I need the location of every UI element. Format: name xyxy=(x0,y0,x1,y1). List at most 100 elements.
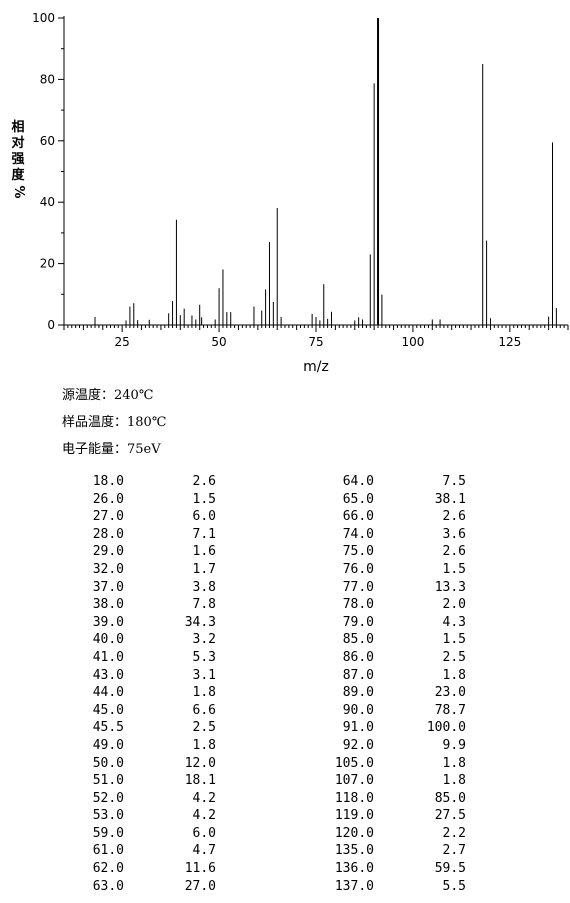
mz-value: 50.0 xyxy=(92,755,124,771)
relative-abundance: 1.8 xyxy=(442,755,466,771)
relative-abundance: 23.0 xyxy=(434,685,466,701)
relative-abundance: 2.5 xyxy=(442,649,466,665)
mz-value: 28.0 xyxy=(92,526,124,542)
y-tick-label: 20 xyxy=(40,257,55,271)
table-row: 86.0 2.5 xyxy=(320,649,466,667)
relative-abundance: 7.5 xyxy=(442,474,466,489)
relative-abundance: 4.2 xyxy=(192,808,216,824)
table-row: 39.0 34.3 xyxy=(70,614,216,632)
table-row: 87.0 1.8 xyxy=(320,667,466,685)
table-row: 52.0 4.2 xyxy=(70,790,216,808)
table-row: 18.0 2.6 xyxy=(70,473,216,491)
table-row: 136.0 59.5 xyxy=(320,860,466,878)
source-temperature: 源温度：240℃ xyxy=(62,388,154,403)
table-row: 89.0 23.0 xyxy=(320,684,466,702)
mz-value: 136.0 xyxy=(334,861,374,877)
mass-spectrum-chart: 0 20 40 60 80 100 25 50 75 100 125 m/z xyxy=(32,11,569,375)
y-axis-label: 相对强度% xyxy=(8,120,28,200)
table-row: 37.0 3.8 xyxy=(70,579,216,597)
mz-value: 18.0 xyxy=(92,474,124,489)
relative-abundance: 3.6 xyxy=(442,526,466,542)
table-row: 45.0 6.6 xyxy=(70,702,216,720)
mz-value: 53.0 xyxy=(92,808,124,824)
table-row: 137.0 5.5 xyxy=(320,878,466,896)
y-axis-label-char: 强 xyxy=(11,152,25,167)
mz-value: 92.0 xyxy=(342,737,374,753)
relative-abundance: 2.6 xyxy=(442,544,466,560)
mz-value: 137.0 xyxy=(334,878,374,894)
relative-abundance: 4.7 xyxy=(192,843,216,859)
table-row: 135.0 2.7 xyxy=(320,842,466,860)
table-row: 53.0 4.2 xyxy=(70,807,216,825)
table-row: 78.0 2.0 xyxy=(320,596,466,614)
table-row: 105.0 1.8 xyxy=(320,755,466,773)
table-row: 51.0 18.1 xyxy=(70,772,216,790)
mz-value: 91.0 xyxy=(342,720,374,736)
mz-value: 64.0 xyxy=(342,474,374,489)
mz-value: 120.0 xyxy=(334,825,374,841)
relative-abundance: 100.0 xyxy=(426,720,466,736)
relative-abundance: 2.2 xyxy=(442,825,466,841)
relative-abundance: 1.8 xyxy=(442,773,466,789)
table-row: 32.0 1.7 xyxy=(70,561,216,579)
mz-value: 75.0 xyxy=(342,544,374,560)
mz-value: 41.0 xyxy=(92,649,124,665)
relative-abundance: 1.8 xyxy=(192,685,216,701)
mz-value: 49.0 xyxy=(92,737,124,753)
relative-abundance: 9.9 xyxy=(442,737,466,753)
mz-value: 135.0 xyxy=(334,843,374,859)
mz-value: 45.5 xyxy=(92,720,124,736)
mz-value: 105.0 xyxy=(334,755,374,771)
relative-abundance: 2.7 xyxy=(442,843,466,859)
mz-value: 77.0 xyxy=(342,579,374,595)
mz-value: 107.0 xyxy=(334,773,374,789)
relative-abundance: 4.3 xyxy=(442,614,466,630)
x-tick-label: 50 xyxy=(211,335,226,349)
mz-value: 74.0 xyxy=(342,526,374,542)
relative-abundance: 1.5 xyxy=(442,561,466,577)
table-row: 29.0 1.6 xyxy=(70,543,216,561)
relative-abundance: 5.5 xyxy=(442,878,466,894)
relative-abundance: 59.5 xyxy=(434,861,466,877)
relative-abundance: 11.6 xyxy=(184,861,216,877)
table-row: 91.0 100.0 xyxy=(320,719,466,737)
table-row: 119.0 27.5 xyxy=(320,807,466,825)
mz-value: 40.0 xyxy=(92,632,124,648)
table-row: 43.0 3.1 xyxy=(70,667,216,685)
relative-abundance: 78.7 xyxy=(434,702,466,718)
y-axis-label-char: 对 xyxy=(11,136,25,151)
electron-energy: 电子能量：75eV xyxy=(62,442,161,457)
x-axis-label: m/z xyxy=(303,359,329,375)
mz-value: 66.0 xyxy=(342,509,374,525)
peak-table-right: 64.0 7.5 65.0 38.1 66.0 2.6 74.0 3.6 75.0 2.6 76.0… xyxy=(320,473,466,895)
mz-value: 43.0 xyxy=(92,667,124,683)
mz-value: 59.0 xyxy=(92,825,124,841)
mz-value: 44.0 xyxy=(92,685,124,701)
table-row: 27.0 6.0 xyxy=(70,508,216,526)
relative-abundance: 18.1 xyxy=(184,773,216,789)
relative-abundance: 7.8 xyxy=(192,597,216,613)
peak-table-left: 18.0 2.6 26.0 1.5 27.0 6.0 28.0 7.1 29.0 1.6 32.0 1… xyxy=(70,473,216,895)
relative-abundance: 3.8 xyxy=(192,579,216,595)
y-tick-label: 100 xyxy=(32,11,55,25)
y-axis-label-char: 度 xyxy=(11,168,25,183)
y-tick-label: 0 xyxy=(47,318,55,332)
table-row: 59.0 6.0 xyxy=(70,825,216,843)
mz-value: 78.0 xyxy=(342,597,374,613)
y-tick-label: 40 xyxy=(40,195,55,209)
y-axis-label-char: 相 xyxy=(11,120,25,135)
relative-abundance: 1.5 xyxy=(192,491,216,507)
y-tick-label: 80 xyxy=(40,72,55,86)
relative-abundance: 1.5 xyxy=(442,632,466,648)
mz-value: 27.0 xyxy=(92,509,124,525)
relative-abundance: 27.0 xyxy=(184,878,216,894)
chart-peaks xyxy=(94,18,557,325)
relative-abundance: 6.0 xyxy=(192,825,216,841)
mz-value: 51.0 xyxy=(92,773,124,789)
relative-abundance: 3.1 xyxy=(192,667,216,683)
relative-abundance: 1.8 xyxy=(192,737,216,753)
relative-abundance: 2.0 xyxy=(442,597,466,613)
relative-abundance: 2.6 xyxy=(442,509,466,525)
table-row: 120.0 2.2 xyxy=(320,825,466,843)
relative-abundance: 1.7 xyxy=(192,561,216,577)
